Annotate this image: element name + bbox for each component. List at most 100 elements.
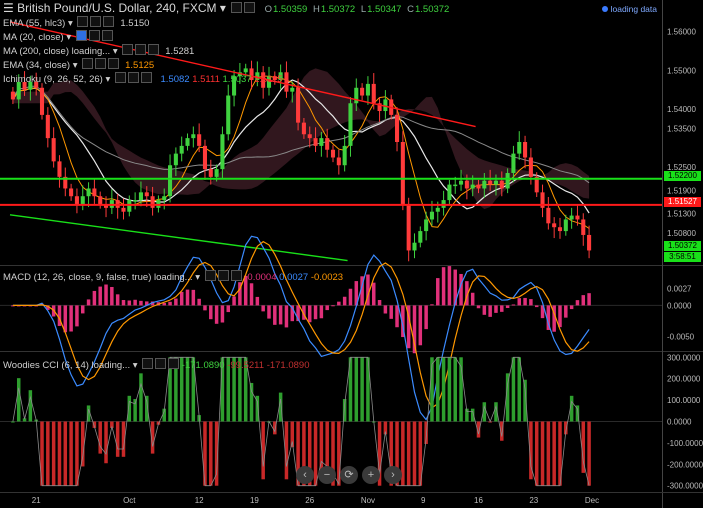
candle-body (98, 196, 103, 204)
macd-histogram-bar (284, 305, 289, 328)
reset-button[interactable]: ⟳ (340, 466, 358, 484)
cci-bar (150, 421, 155, 454)
candle-body (197, 134, 202, 146)
macd-histogram-bar (307, 305, 312, 323)
red-line-price-tag: 1.51527 (664, 197, 701, 207)
settings-icon[interactable] (82, 58, 94, 69)
candle-body (330, 149, 336, 158)
settings-icon[interactable] (142, 358, 154, 369)
settings-icon[interactable] (75, 30, 87, 41)
time-tick-label: Dec (585, 496, 599, 505)
settings-icon[interactable] (114, 72, 126, 83)
macd-histogram-bar (185, 289, 190, 306)
macd-histogram-bar (418, 305, 423, 346)
cci-tick-label: -200.0000 (667, 460, 703, 469)
candle-body (272, 76, 277, 81)
cci-bar (494, 402, 498, 422)
cci-bar (104, 421, 108, 464)
indicator-ema34[interactable]: EMA (34, close) ▾ 1.5125 (3, 58, 155, 71)
candle-body (552, 223, 557, 228)
indicator-ma200[interactable]: MA (200, close) loading... ▾ 1.5281 (3, 44, 195, 57)
macd-histogram-bar (162, 303, 166, 306)
cci-legend[interactable]: Woodies CCI (6, 14) loading... ▾ -171.08… (3, 358, 310, 371)
cci-bar (366, 357, 370, 422)
eye-icon[interactable] (127, 72, 139, 83)
chart-navigation: ‹ − ⟳ + › (296, 466, 402, 484)
close-icon[interactable] (101, 30, 113, 41)
macd-histogram-bar (278, 305, 283, 325)
scroll-left-button[interactable]: ‹ (296, 466, 314, 484)
zoom-out-button[interactable]: − (318, 466, 336, 484)
eye-icon[interactable] (217, 270, 229, 281)
settings-icon[interactable] (204, 270, 216, 281)
cci-bar (28, 390, 33, 422)
eye-icon[interactable] (88, 30, 100, 41)
close-icon[interactable] (103, 16, 115, 27)
macd-histogram-bar (569, 305, 574, 310)
cci-bar (92, 421, 97, 428)
eye-icon[interactable] (244, 2, 256, 13)
candle-body (354, 87, 359, 104)
price-tick-label: 1.56000 (667, 28, 696, 37)
close-icon[interactable] (168, 358, 180, 369)
macd-histogram-bar (360, 276, 364, 306)
close-icon[interactable] (140, 72, 152, 83)
close-icon[interactable] (108, 58, 120, 69)
settings-icon[interactable] (122, 44, 134, 55)
zoom-in-button[interactable]: + (362, 466, 380, 484)
candle-body (581, 219, 586, 235)
cci-bar (307, 421, 312, 486)
chart-title[interactable]: British Pound/U.S. Dollar, 240, FXCM (17, 1, 217, 15)
cci-bar (564, 421, 568, 435)
candle-body (202, 145, 208, 170)
macd-histogram-bar (267, 305, 271, 319)
candle-body (57, 161, 62, 177)
candle-body (418, 231, 423, 243)
cci-bar (482, 402, 487, 422)
menu-icon[interactable]: ☰ (3, 1, 14, 15)
close-icon[interactable] (230, 270, 242, 281)
candle-body (528, 157, 533, 177)
macd-histogram-bar (395, 305, 399, 328)
cci-bar (40, 421, 44, 486)
cci-bar (395, 421, 399, 486)
eye-icon[interactable] (95, 58, 107, 69)
cci-bar (441, 357, 446, 422)
macd-histogram-bar (447, 266, 452, 306)
macd-histogram-bar (511, 304, 516, 306)
eye-icon[interactable] (90, 16, 102, 27)
macd-legend[interactable]: MACD (12, 26, close, 9, false, true) loa… (3, 270, 344, 283)
candle-body (39, 87, 45, 115)
indicator-ichimoku[interactable]: Ichimoku (9, 26, 52, 26) ▾ 1.5082 1.5111… (3, 72, 283, 85)
chevron-down-icon[interactable]: ▾ (219, 1, 226, 15)
cci-bar (57, 421, 62, 486)
cci-bar (430, 357, 434, 422)
macd-histogram-bar (453, 269, 457, 306)
macd-histogram-bar (133, 299, 137, 306)
cci-bar (243, 357, 248, 422)
cci-bar (383, 421, 388, 435)
cci-bar (313, 421, 318, 486)
indicator-ema55[interactable]: EMA (55, hlc3) ▾ 1.5150 (3, 16, 150, 29)
settings-icon[interactable] (77, 16, 89, 27)
price-tick-label: 1.54000 (667, 105, 696, 114)
price-tick-label: 1.51900 (667, 186, 696, 195)
candle-body (86, 188, 91, 197)
macd-histogram-bar (494, 305, 498, 313)
candle-body (255, 72, 260, 81)
cci-bar (447, 357, 452, 422)
candle-body (103, 203, 109, 208)
ichimoku-cloud (12, 68, 590, 210)
eye-icon[interactable] (135, 44, 147, 55)
cci-bar (453, 357, 457, 422)
settings-icon[interactable] (231, 2, 243, 13)
macd-histogram-bar (354, 281, 359, 306)
indicator-ma20[interactable]: MA (20, close) ▾ (3, 30, 113, 44)
eye-icon[interactable] (155, 358, 167, 369)
scroll-right-button[interactable]: › (384, 466, 402, 484)
close-icon[interactable] (148, 44, 160, 55)
macd-histogram-bar (377, 300, 382, 306)
macd-histogram-bar (441, 267, 446, 306)
